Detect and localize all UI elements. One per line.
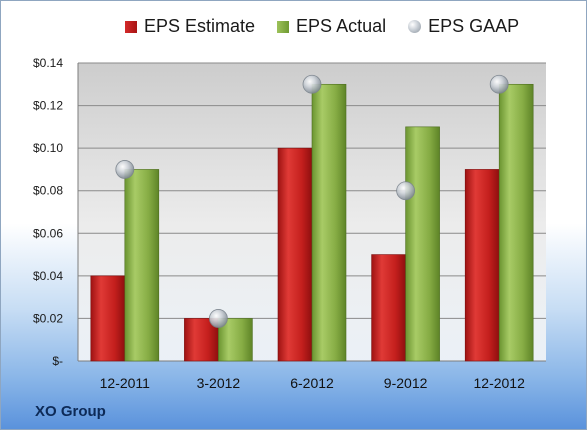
- y-tick-label: $0.04: [33, 269, 63, 283]
- y-tick-label: $0.02: [33, 311, 63, 325]
- legend-marker-gaap: [408, 20, 422, 33]
- y-tick-label: $0.10: [33, 141, 63, 155]
- point-eps-gaap: [396, 181, 416, 201]
- bar-eps-estimate: [464, 169, 500, 362]
- bar-eps-estimate: [90, 275, 126, 362]
- company-name: XO Group: [35, 403, 106, 420]
- legend-label-actual: EPS Actual: [296, 16, 387, 36]
- legend-label-gaap: EPS GAAP: [428, 16, 520, 36]
- x-tick-label: 12-2012: [474, 375, 526, 391]
- point-eps-gaap: [302, 74, 322, 94]
- bar-eps-actual: [405, 126, 440, 362]
- y-tick-label: $-: [52, 354, 63, 368]
- x-tick-label: 6-2012: [290, 375, 334, 391]
- point-eps-gaap: [208, 309, 228, 328]
- legend-item-estimate: EPS Estimate: [125, 16, 255, 37]
- legend-swatch-actual: [277, 20, 290, 33]
- chart-legend: EPS Estimate EPS Actual EPS GAAP: [125, 16, 541, 37]
- bar-eps-estimate: [277, 147, 313, 362]
- x-tick-label: 9-2012: [384, 375, 428, 391]
- bar-eps-actual: [311, 83, 347, 362]
- x-tick-label: 3-2012: [197, 375, 241, 391]
- y-tick-label: $0.12: [33, 99, 63, 113]
- bar-eps-actual: [124, 169, 160, 362]
- legend-swatch-estimate: [125, 20, 137, 33]
- legend-item-actual: EPS Actual: [277, 16, 386, 37]
- point-eps-gaap: [115, 160, 135, 179]
- y-tick-label: $0.06: [33, 226, 63, 240]
- legend-item-gaap: EPS GAAP: [408, 16, 519, 37]
- legend-label-estimate: EPS Estimate: [144, 16, 256, 36]
- point-eps-gaap: [489, 74, 509, 94]
- y-tick-label: $0.14: [33, 56, 63, 70]
- bar-eps-actual: [498, 83, 534, 362]
- y-tick-label: $0.08: [33, 184, 63, 198]
- bar-eps-estimate: [371, 254, 406, 362]
- x-tick-label: 12-2011: [100, 375, 151, 391]
